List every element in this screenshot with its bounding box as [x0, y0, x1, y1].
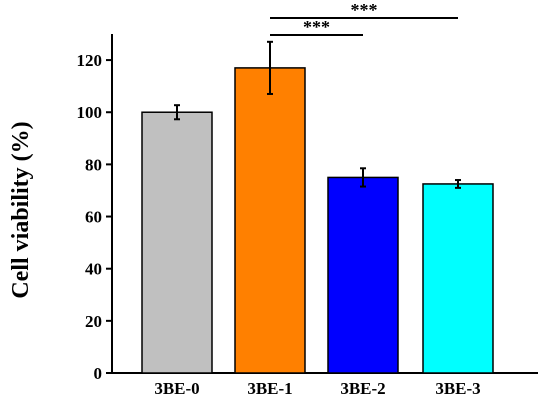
significance-label: *** — [351, 0, 378, 20]
bar-3be-3 — [422, 183, 494, 374]
significance-label: *** — [303, 17, 330, 37]
significance-3be-1-3be-2: *** — [270, 17, 363, 37]
error-bar-3be-2 — [360, 167, 366, 188]
x-tick-label: 3BE-0 — [154, 379, 199, 398]
y-tick-label: 0 — [94, 364, 103, 383]
error-bar-3be-1 — [267, 40, 273, 95]
y-tick-label: 20 — [85, 312, 102, 331]
y-tick-label: 80 — [85, 155, 102, 174]
error-bar-3be-0 — [174, 104, 180, 121]
y-tick-label: 40 — [85, 260, 102, 279]
error-bars — [174, 40, 461, 189]
y-axis-label: Cell viability (%) — [8, 121, 34, 298]
x-tick-label: 3BE-2 — [340, 379, 385, 398]
bars — [141, 67, 494, 374]
y-tick-label: 100 — [77, 103, 103, 122]
x-tick-label: 3BE-1 — [247, 379, 292, 398]
bar-3be-0 — [141, 111, 213, 374]
significance-brackets: *** *** — [270, 0, 458, 37]
x-tick-label: 3BE-3 — [435, 379, 480, 398]
error-bar-3be-3 — [455, 179, 461, 189]
y-tick-label: 120 — [77, 51, 103, 70]
x-axis: 3BE-0 3BE-1 3BE-2 3BE-3 — [112, 372, 538, 398]
y-tick-label: 60 — [85, 208, 102, 227]
y-axis: 0 20 40 60 80 100 120 — [77, 34, 113, 383]
bar-3be-1 — [234, 67, 306, 374]
bar-3be-2 — [327, 176, 399, 374]
significance-3be-1-3be-3: *** — [270, 0, 458, 20]
